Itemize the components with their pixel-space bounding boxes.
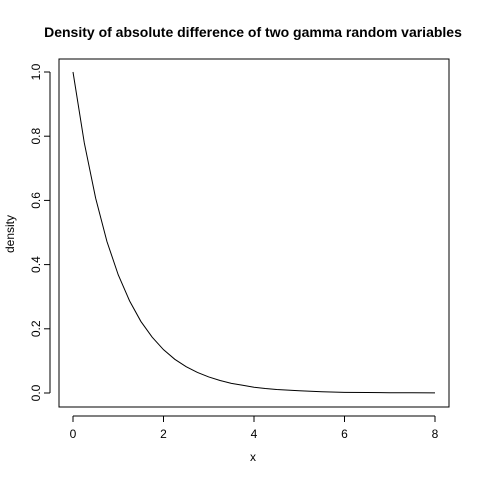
chart-title: Density of absolute difference of two ga… — [44, 24, 462, 40]
y-tick-label: 1.0 — [29, 63, 43, 80]
x-tick-label: 8 — [432, 427, 439, 441]
plot-frame — [58, 58, 450, 408]
x-tick-label: 6 — [341, 427, 348, 441]
y-tick-label: 0.6 — [29, 192, 43, 209]
y-tick-label: 0.8 — [29, 128, 43, 145]
y-tick-label: 0.0 — [29, 384, 43, 401]
y-axis-label: density — [3, 215, 17, 253]
x-axis: 0 2 4 6 8 — [70, 415, 439, 441]
x-tick-label: 4 — [251, 427, 258, 441]
x-tick-label: 0 — [70, 427, 77, 441]
y-tick-label: 0.2 — [29, 320, 43, 337]
y-tick-label: 0.4 — [29, 256, 43, 273]
x-tick-label: 2 — [160, 427, 167, 441]
x-axis-label: x — [250, 450, 256, 464]
series-line — [72, 71, 436, 394]
y-axis: 0.0 0.2 0.4 0.6 0.8 1.0 — [29, 63, 51, 401]
